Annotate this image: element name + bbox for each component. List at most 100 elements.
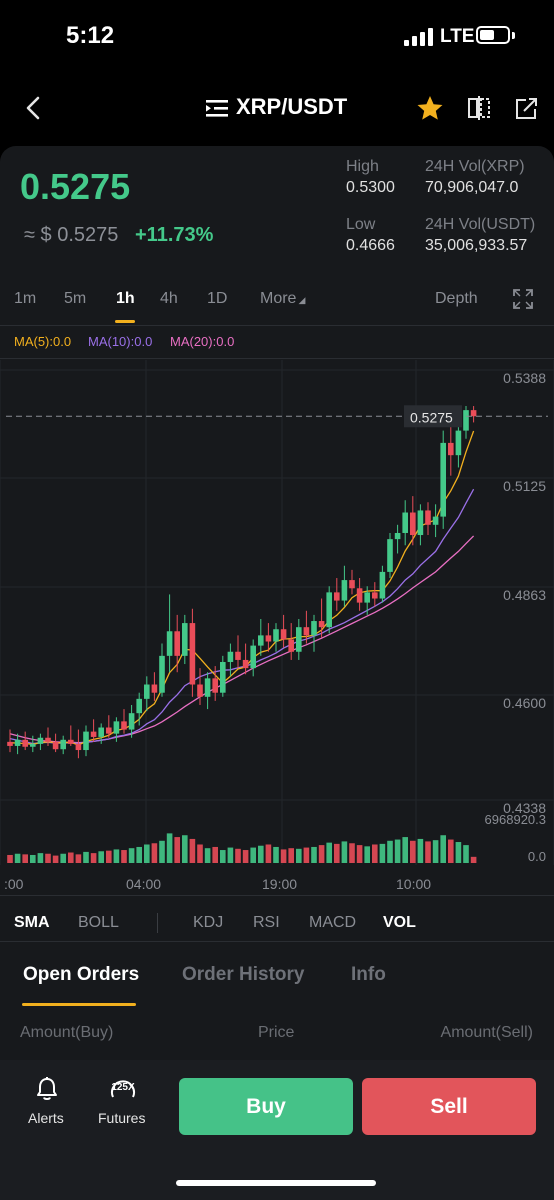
volume-bar bbox=[417, 838, 424, 863]
price-usd: ≈ $ 0.5275 bbox=[24, 224, 119, 246]
col-price: Price bbox=[258, 1024, 295, 1041]
candle bbox=[448, 422, 454, 476]
volume-bar bbox=[166, 833, 173, 863]
volume-bar bbox=[14, 853, 21, 863]
candle bbox=[356, 578, 363, 611]
tab-5m[interactable]: 5m bbox=[64, 290, 87, 307]
candle bbox=[220, 655, 226, 697]
last-price-tag bbox=[404, 405, 462, 428]
battery-tip bbox=[512, 32, 515, 39]
volume-bar bbox=[159, 840, 165, 863]
indicator-macd[interactable]: MACD bbox=[309, 914, 357, 931]
tab-4h[interactable]: 4h bbox=[160, 290, 178, 307]
back-arrow-icon[interactable] bbox=[22, 94, 46, 122]
volume-bar bbox=[22, 854, 28, 863]
last-price: 0.5275 bbox=[20, 166, 131, 207]
volume-bar bbox=[37, 853, 44, 863]
volume-bar bbox=[182, 835, 188, 863]
divider bbox=[0, 895, 554, 896]
volume-bar bbox=[113, 849, 120, 863]
candlestick-chart[interactable]: 0.5275 0.5388 0.5125 0.4863 0.4600 0.43386968… bbox=[0, 360, 554, 900]
indicator-divider bbox=[157, 913, 158, 933]
indicator-boll[interactable]: BOLL bbox=[78, 914, 119, 931]
col-amount-sell: Amount(Sell) bbox=[440, 1024, 533, 1041]
time-axis-label: 04:00 bbox=[126, 876, 161, 892]
star-icon[interactable] bbox=[416, 95, 444, 121]
volume-bar bbox=[258, 845, 264, 863]
volume-bar bbox=[265, 844, 272, 863]
fullscreen-icon[interactable] bbox=[512, 288, 534, 310]
indicator-kdj[interactable]: KDJ bbox=[193, 914, 224, 931]
candle bbox=[425, 502, 431, 536]
candle bbox=[68, 725, 74, 746]
candle bbox=[235, 635, 241, 669]
candle bbox=[258, 618, 264, 656]
volume-bar bbox=[311, 846, 317, 863]
volume-bar bbox=[227, 847, 234, 863]
indicator-rsi[interactable]: RSI bbox=[253, 914, 280, 931]
price-axis-label: 0.5388 bbox=[503, 370, 546, 386]
depth-tab[interactable]: Depth bbox=[435, 290, 478, 307]
low-value: 0.4666 bbox=[346, 237, 395, 254]
status-time: 5:12 bbox=[66, 22, 115, 49]
candle bbox=[14, 733, 21, 755]
volume-bar bbox=[470, 856, 477, 863]
tab-more[interactable]: More ◢ bbox=[260, 290, 305, 308]
col-amount-buy: Amount(Buy) bbox=[20, 1024, 114, 1041]
market-panel bbox=[0, 146, 554, 1200]
volume-bar bbox=[212, 846, 218, 863]
candle bbox=[113, 717, 120, 742]
vol-base-value: 70,906,047.0 bbox=[425, 179, 519, 196]
sell-button[interactable]: Sell bbox=[362, 1078, 536, 1135]
order-tab-active-indicator bbox=[22, 1003, 136, 1006]
bell-icon[interactable] bbox=[35, 1076, 59, 1102]
volume-bar bbox=[242, 850, 249, 863]
menu-list-icon[interactable] bbox=[206, 98, 230, 118]
volume-bar bbox=[410, 840, 416, 863]
tab-open-orders[interactable]: Open Orders bbox=[23, 964, 140, 985]
battery-icon bbox=[476, 26, 510, 44]
candle bbox=[37, 733, 44, 751]
tab-order-history[interactable]: Order History bbox=[182, 964, 305, 985]
volume-bar bbox=[250, 847, 256, 863]
pair-title[interactable]: XRP/USDT bbox=[236, 94, 348, 119]
indicator-vol[interactable]: VOL bbox=[383, 914, 416, 931]
futures-icon[interactable]: 125X bbox=[108, 1076, 138, 1100]
candle bbox=[197, 668, 203, 705]
tab-1m[interactable]: 1m bbox=[14, 290, 37, 307]
volume-bar bbox=[45, 853, 51, 863]
volume-bar bbox=[326, 842, 332, 863]
indicator-sma[interactable]: SMA bbox=[14, 914, 50, 931]
volume-bar bbox=[425, 841, 431, 863]
volume-bar bbox=[296, 848, 302, 863]
volume-bar bbox=[189, 838, 196, 863]
volume-bar bbox=[288, 848, 294, 863]
candle bbox=[402, 500, 408, 546]
candle bbox=[182, 614, 188, 665]
candle bbox=[440, 430, 446, 529]
volume-axis-zero: 0.0 bbox=[528, 849, 546, 864]
tab-info[interactable]: Info bbox=[351, 964, 386, 985]
volume-axis-max: 6968920.3 bbox=[485, 812, 546, 827]
futures-label[interactable]: Futures bbox=[98, 1110, 146, 1126]
candle bbox=[159, 643, 165, 697]
volume-bar bbox=[30, 854, 36, 863]
volume-bar bbox=[394, 839, 401, 863]
alerts-label[interactable]: Alerts bbox=[28, 1110, 64, 1126]
volume-bar bbox=[432, 840, 439, 863]
buy-button[interactable]: Buy bbox=[179, 1078, 353, 1135]
candle bbox=[7, 729, 13, 753]
candle bbox=[98, 723, 104, 744]
candle bbox=[121, 709, 127, 734]
vol-base-label: 24H Vol(XRP) bbox=[425, 158, 525, 175]
tab-1d[interactable]: 1D bbox=[207, 290, 228, 307]
tab-1h[interactable]: 1h bbox=[116, 290, 135, 307]
compare-icon[interactable] bbox=[466, 96, 492, 120]
candle bbox=[75, 729, 82, 759]
candle bbox=[204, 672, 211, 710]
share-icon[interactable] bbox=[514, 96, 540, 120]
candle bbox=[250, 639, 256, 677]
volume-bar bbox=[197, 844, 203, 863]
candle bbox=[136, 692, 142, 726]
time-axis-label: 10:00 bbox=[396, 876, 431, 892]
